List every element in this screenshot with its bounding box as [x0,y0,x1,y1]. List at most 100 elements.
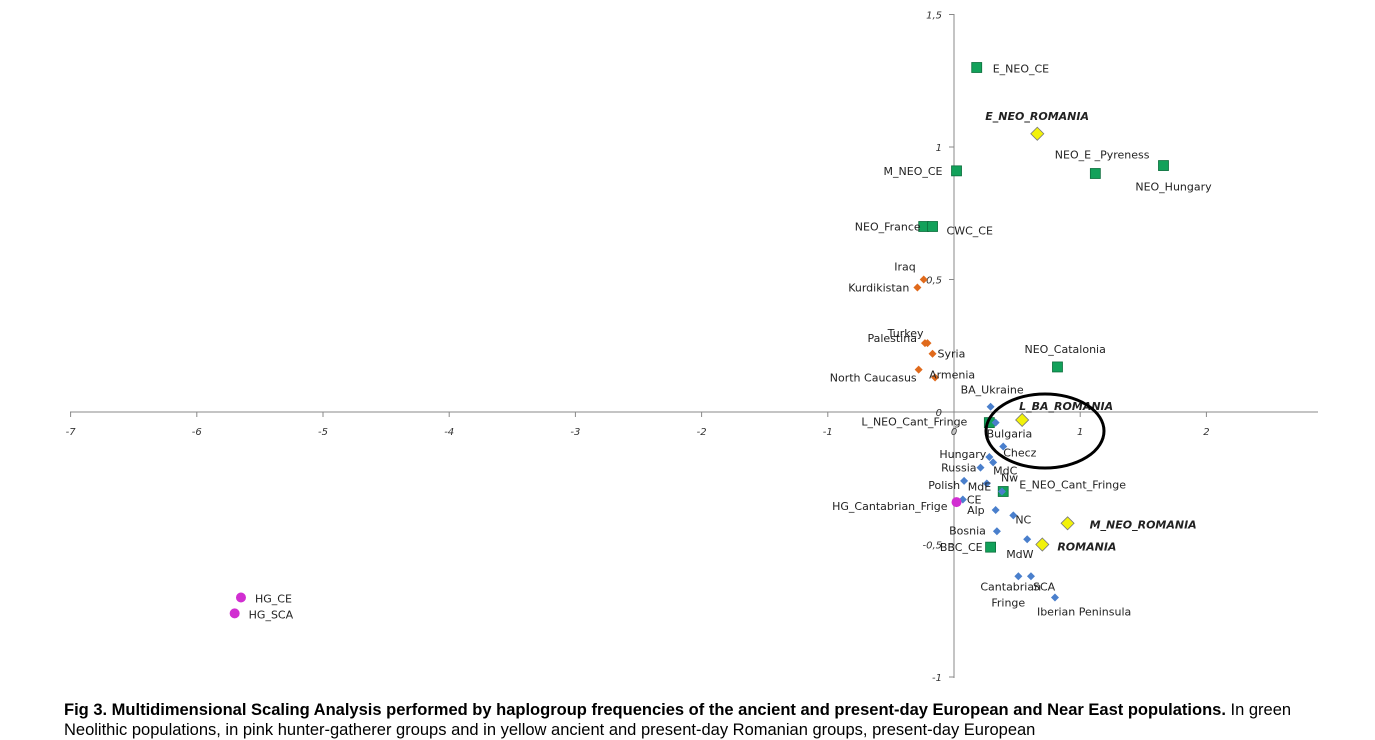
label-hg-ce: HG_CE [255,593,292,606]
point-armenia [931,373,940,382]
label-alp: Alp [967,504,985,517]
label-hungary: Hungary [939,448,986,461]
point-cantabrian-fringe [1014,572,1023,581]
point-russia [976,463,985,472]
point-mdw [1023,535,1032,544]
label-m-neo-ce: M_NEO_CE [884,165,943,178]
point-neo-e-pyreness [1158,160,1169,171]
y-tick-label: -1 [932,673,942,684]
label-neo-catalonia: NEO_Catalonia [1024,343,1105,356]
point-ba-ukraine [986,402,995,411]
label-nc: NC [1015,513,1031,526]
point-bosnia [992,527,1001,536]
label-hg-cantabrian-frige: HG_Cantabrian_Frige [832,500,948,513]
label-syria: Syria [938,348,966,361]
figure-caption: Fig 3. Multidimensional Scaling Analysis… [64,700,1324,740]
label-ba-ukraine: BA_Ukraine [961,384,1024,397]
label-neo-hungary: NEO_Hungary [1135,181,1212,194]
point-checz [999,442,1008,451]
y-tick-label: 0 [936,408,942,419]
x-tick-label: 1 [1077,427,1083,438]
mds-scatter-chart: -7 -6 -5 -4 -3 -2 -1 0 1 2 1,5 1 0,5 0 -0,5 -1 E_NEO_CE… [66,11,1318,684]
x-tick-label: -2 [697,427,707,438]
label-ce: CE [967,493,982,506]
label-cantabrian-fringe: Cantabrian Fringe [980,580,1041,609]
point-hg-ce [235,592,246,603]
point-m-neo-romania [1060,516,1075,531]
label-neo-france: NEO_France [855,221,921,234]
point-e-neo-ce [971,62,983,73]
point-neo-catalonia [1052,361,1063,373]
label-cwc-ce: CWC_CE [947,225,993,238]
highlight-ellipse [984,392,1106,470]
label-bosnia: Bosnia [949,524,986,537]
point-mde [982,479,991,488]
point-north-caucasus [914,365,923,374]
point-syria [928,349,937,358]
label-m-neo-romania: M_NEO_ROMANIA [1090,518,1197,531]
label-nw: Nw [1001,472,1018,485]
x-tick-label: -3 [570,427,580,438]
point-hungary [985,453,994,462]
label-neo-e-pyreness: NEO_E _Pyreness [1055,149,1150,162]
point-bulgaria [991,418,1000,427]
point-mdc [989,458,998,467]
point-m-neo-ce [951,165,962,177]
label-mdc: MdC [993,464,1017,477]
x-tick-label: -5 [318,427,328,438]
label-russia: Russia [941,462,976,475]
label-e-neo-romania: E_NEO_ROMANIA [985,110,1089,123]
point-romania [1035,537,1050,552]
point-palestina [920,339,929,348]
x-tick-label: 0 [951,427,957,438]
label-bbc-ce: BBC_CE [940,541,983,554]
point-alp [991,506,1000,515]
caption-title: Fig 3. Multidimensional Scaling Analysis… [64,701,1226,719]
point-polish [960,476,969,485]
label-iberian-peninsula: Iberian Peninsula [1037,606,1131,619]
point-bbc-ce [985,541,996,553]
point-neo-hungary [1089,168,1101,179]
point-iberian-peninsula [1050,593,1059,602]
data-points [229,62,1169,619]
label-armenia: Armenia [929,369,975,382]
y-tick-label: 1 [936,143,942,154]
label-e-neo-ce: E_NEO_CE [993,63,1049,76]
x-tick-label: -1 [823,427,833,438]
label-north-caucasus: North Caucasus [830,372,917,385]
point-hg-sca [229,608,240,619]
label-mdw: MdW [1006,548,1033,561]
point-labels: E_NEO_CE NEO_E _Pyreness NEO_Hungary M_NEO_… [249,63,1212,622]
label-l-neo-cant-fringe: L_NEO_Cant_Fringe [861,416,967,429]
label-e-neo-cant-fringe: E_NEO_Cant_Fringe [1019,479,1126,492]
axes: -7 -6 -5 -4 -3 -2 -1 0 1 2 1,5 1 0,5 0 -0,5 -1 [66,11,1318,684]
label-bulgaria: Bulgaria [987,428,1033,441]
point-cwc-ce [927,221,938,232]
label-hg-sca: HG_SCA [249,608,294,621]
point-iraq [919,275,928,284]
point-e-neo-romania [1030,126,1045,141]
point-nc [1009,511,1018,520]
label-l-ba-romania: L_BA_ROMANIA [1019,400,1113,413]
label-checz: Checz [1003,446,1036,459]
point-hg-cantabrian-frige [951,497,962,508]
point-sca [1026,572,1035,581]
y-tick-label: -0,5 [922,541,942,552]
label-mde: MdE [968,481,991,494]
point-kurdikistan [913,283,922,292]
label-romania: ROMANIA [1057,541,1116,554]
point-l-ba-romania [1015,412,1030,428]
label-polish: Polish [928,479,960,492]
y-tick-label: 0,5 [926,276,942,287]
label-palestina: Palestina [867,332,917,345]
x-tick-label: -6 [192,427,202,438]
x-tick-label: -7 [66,427,77,438]
y-tick-label: 1,5 [926,11,942,22]
point-nw [997,487,1006,496]
x-tick-label: -4 [444,427,454,438]
caption-text: In green Neolithic populations, in pink … [64,701,1292,739]
label-turkey: Turkey [887,327,924,340]
label-sca: SCA [1033,580,1056,593]
label-kurdikistan: Kurdikistan [848,281,909,294]
x-tick-label: 2 [1203,427,1209,438]
